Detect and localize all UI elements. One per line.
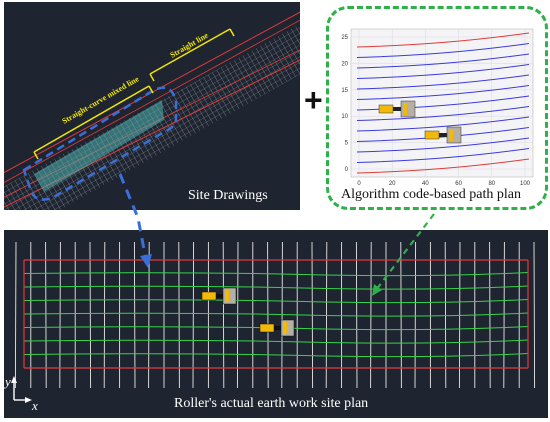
- roller-icon: [424, 126, 462, 144]
- grid-vertical-line: [355, 241, 358, 389]
- path-plan-canvas: 0 20 40 60 80 100 0 5 10 15 20 25: [341, 28, 534, 187]
- boundary-path: [356, 158, 530, 174]
- grid-horizontal-line: [23, 326, 529, 331]
- plot-area: [350, 28, 534, 178]
- label-mixed-line: Straight-curve mixed line: [61, 74, 141, 126]
- planned-path: [356, 43, 530, 58]
- y-tick-label: 15: [341, 88, 348, 94]
- grid-vertical-line: [370, 241, 372, 389]
- grid-vertical-line: [148, 241, 150, 389]
- y-axis-label: y: [4, 374, 11, 389]
- y-tick-label: 25: [341, 35, 348, 41]
- grid-vertical-line: [222, 241, 225, 389]
- grid-vertical-line: [89, 241, 92, 389]
- path-plan-panel: 0 20 40 60 80 100 0 5 10 15 20 25 Algorithm code-b…: [326, 6, 548, 210]
- roller-icon: [201, 287, 237, 305]
- dimension-line-straight: [149, 28, 231, 75]
- site-drawing-canvas: Straight-curve mixed line Straight line: [4, 11, 300, 210]
- worksite-canvas: y x: [4, 241, 536, 413]
- plus-icon: +: [304, 82, 323, 118]
- x-tick-label: 60: [455, 181, 462, 187]
- planned-path: [356, 53, 530, 69]
- grid-vertical-line: [444, 241, 447, 389]
- x-tick-label: 100: [520, 181, 531, 187]
- selection-outline: [22, 86, 178, 201]
- worksite-grid-horizontals: [23, 272, 529, 358]
- planned-path: [356, 148, 530, 163]
- x-tick-label: 0: [357, 181, 361, 187]
- grid-vertical-line: [400, 241, 402, 389]
- dimension-tick: [148, 85, 154, 94]
- roller-icon: [378, 100, 416, 118]
- planned-paths: [356, 32, 530, 174]
- grid-horizontal-line: [23, 339, 529, 344]
- dimension-tick: [33, 151, 39, 160]
- y-tick-label: 20: [341, 61, 348, 67]
- grid-vertical-line: [236, 241, 239, 389]
- x-arrowhead: [25, 397, 32, 403]
- site-drawing-caption: Site Drawings: [188, 188, 268, 203]
- compaction-area: [34, 100, 164, 192]
- x-tick-label: 40: [422, 181, 429, 187]
- grid-vertical-line: [45, 241, 47, 389]
- planned-path: [356, 116, 530, 132]
- grid-vertical-line: [103, 241, 106, 389]
- planned-path: [356, 137, 530, 153]
- grid-horizontal-line: [23, 312, 529, 317]
- y-arrowhead: [11, 376, 17, 383]
- grid-vertical-line: [178, 241, 180, 389]
- grid-vertical-line: [267, 241, 269, 389]
- grid-vertical-line: [533, 241, 536, 389]
- y-tick-label: 0: [345, 167, 349, 173]
- dimension-line-mixed: [33, 85, 150, 153]
- dimension-tick: [149, 73, 155, 82]
- grid-horizontal-line: [23, 353, 529, 358]
- grid-vertical-line: [14, 241, 17, 389]
- roller-icon: [259, 319, 295, 337]
- grid-vertical-line: [503, 241, 505, 389]
- x-axis-label: x: [31, 398, 38, 413]
- planned-path: [356, 74, 530, 90]
- x-axis-ticks: 0 20 40 60 80 100: [357, 181, 530, 187]
- label-straight-line: Straight line: [169, 30, 211, 59]
- road-edge-line: [4, 19, 300, 183]
- x-tick-label: 20: [389, 181, 396, 187]
- planned-path: [356, 64, 530, 79]
- site-drawing-panel: Straight-curve mixed line Straight line …: [4, 2, 300, 210]
- planned-path: [356, 85, 530, 100]
- y-tick-label: 10: [341, 114, 348, 120]
- grid-vertical-line: [192, 241, 195, 389]
- grid-vertical-line: [133, 241, 136, 389]
- worksite-panel: y x Roller's actual earth work site plan: [4, 230, 548, 418]
- x-tick-label: 80: [488, 181, 495, 187]
- grid-horizontal-line: [23, 272, 529, 277]
- path-plan-caption: Algorithm code-based path plan: [341, 187, 522, 202]
- grid-vertical-line: [59, 241, 61, 389]
- grid-horizontal-line: [23, 299, 529, 304]
- grid-horizontal-line: [23, 285, 529, 290]
- y-tick-label: 5: [345, 141, 349, 147]
- grid-vertical-line: [414, 241, 417, 389]
- y-axis-ticks: 0 5 10 15 20 25: [341, 35, 348, 173]
- boundary-path: [356, 32, 530, 48]
- worksite-caption: Roller's actual earth work site plan: [174, 396, 369, 411]
- dimension-tick: [229, 28, 235, 37]
- planned-path: [356, 106, 530, 121]
